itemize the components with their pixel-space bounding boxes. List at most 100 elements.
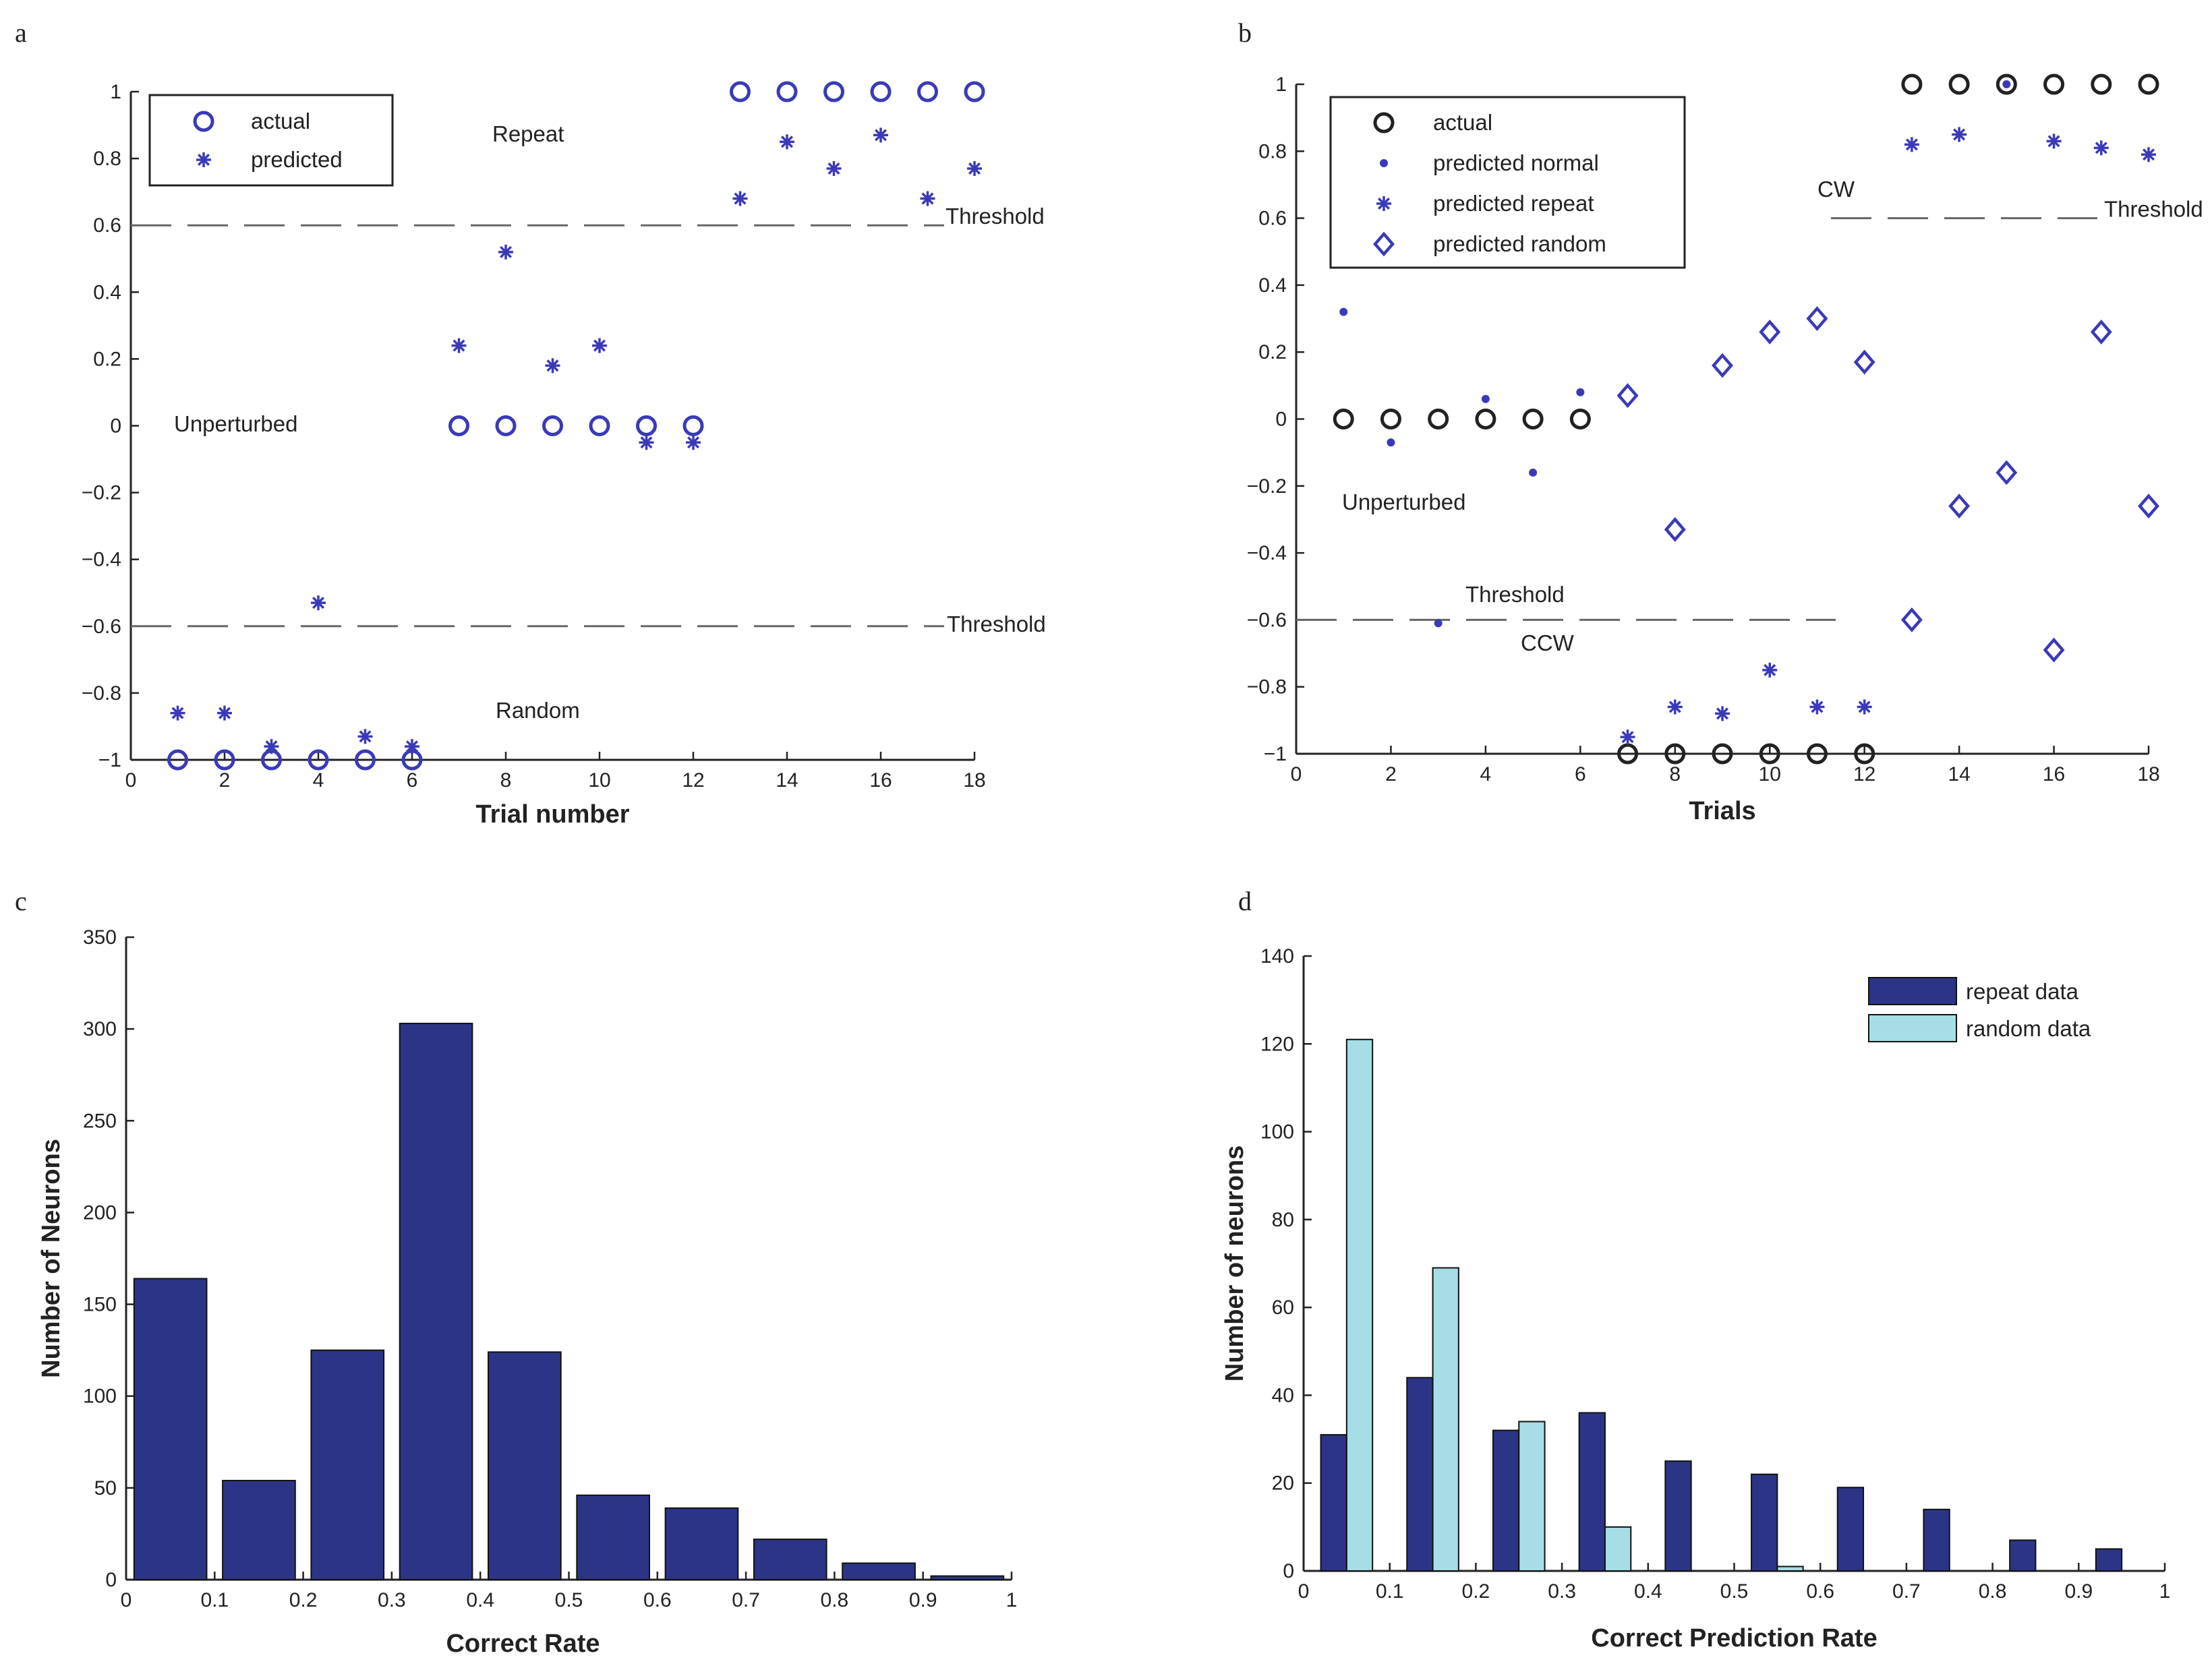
x-tick-label: 0.3 (1548, 1580, 1576, 1603)
legend-marker-predicted-normal (1380, 159, 1388, 167)
x-tick-label: 10 (1759, 763, 1781, 785)
point-predicted-random (2043, 637, 2065, 663)
x-tick-label: 16 (869, 769, 892, 792)
point-actual (776, 81, 798, 102)
x-tick-label: 0 (125, 769, 137, 792)
point-actual (448, 415, 469, 436)
x-tick-label: 0.2 (1462, 1580, 1490, 1603)
panel-label-a: a (15, 18, 27, 48)
point-actual (1522, 409, 1544, 429)
point-actual (917, 81, 938, 102)
y-tick-label: 1 (110, 81, 121, 103)
point-actual (1475, 409, 1496, 429)
y-tick-label: 140 (1260, 945, 1294, 967)
bar (488, 1351, 562, 1580)
x-tick-label: 0.9 (909, 1589, 937, 1611)
threshold-label-lower: Threshold (947, 612, 1046, 636)
bar (664, 1507, 739, 1581)
point-predicted-normal (1529, 468, 1538, 477)
legend-label: predicted normal (1433, 150, 1599, 175)
legend-label: random data (1966, 1016, 2091, 1041)
annotation-unperturbed: Unperturbed (1342, 489, 1465, 514)
point-predicted (498, 244, 513, 260)
y-tick-label: 40 (1272, 1384, 1294, 1406)
x-tick-label: 0.1 (200, 1589, 229, 1611)
bar-random (1432, 1267, 1459, 1572)
legend-marker-predicted-repeat (1376, 196, 1391, 211)
x-tick-label: 0 (1298, 1580, 1310, 1603)
y-tick-label: 0.2 (1258, 341, 1287, 363)
point-predicted-random (1996, 460, 2018, 485)
x-tick-label: 1 (1006, 1589, 1018, 1611)
x-tick-label: 0 (1291, 763, 1302, 785)
point-predicted-repeat (1620, 729, 1635, 745)
x-tick-label: 0.5 (1720, 1580, 1749, 1603)
point-predicted (545, 358, 560, 374)
point-predicted (826, 160, 842, 176)
x-tick-label: 18 (963, 769, 985, 792)
bar-repeat (1836, 1487, 1865, 1572)
y-tick-label: −0.2 (82, 482, 121, 504)
bar (930, 1575, 1005, 1580)
annotation-random: Random (496, 698, 580, 723)
y-tick-label: 350 (83, 926, 117, 949)
legend-box (148, 94, 394, 187)
point-predicted (311, 595, 326, 611)
bar-repeat (2009, 1539, 2037, 1572)
point-predicted-random (1664, 516, 1686, 542)
y-tick-label: −0.6 (82, 616, 121, 638)
panel-label-b: b (1238, 18, 1252, 48)
point-predicted (170, 705, 185, 721)
point-predicted-normal (1339, 307, 1348, 316)
point-predicted (592, 338, 607, 353)
point-predicted-repeat (2141, 147, 2156, 162)
annotation-cw: CW (1817, 177, 1855, 202)
y-tick-label: −0.2 (1247, 475, 1287, 498)
point-predicted (451, 338, 467, 353)
legend-marker-actual (193, 111, 214, 132)
x-tick-label: 8 (500, 769, 512, 792)
bar-repeat (1492, 1429, 1520, 1572)
y-tick-label: 0.8 (1258, 140, 1287, 162)
x-tick-label: 0 (121, 1589, 132, 1611)
y-axis-label: Number of neurons (1221, 1145, 1249, 1381)
y-tick-label: 300 (83, 1018, 117, 1040)
x-tick-label: 16 (2043, 763, 2065, 785)
y-tick-label: 100 (1260, 1121, 1294, 1143)
point-predicted (686, 435, 701, 450)
x-tick-label: 0.7 (1892, 1580, 1921, 1603)
point-actual (1996, 73, 2017, 95)
x-tick-label: 0.6 (643, 1589, 672, 1611)
y-tick-label: 0.6 (93, 214, 121, 237)
point-predicted-random (2090, 319, 2112, 345)
x-tick-label: 0.8 (1979, 1580, 2007, 1603)
x-tick-label: 6 (407, 769, 418, 792)
point-predicted-random (1712, 353, 1733, 378)
point-actual (964, 81, 985, 102)
x-tick-label: 18 (2137, 763, 2159, 785)
x-tick-label: 0.2 (289, 1589, 318, 1611)
point-predicted-random (1617, 383, 1639, 409)
point-actual (589, 415, 610, 436)
point-actual (1617, 743, 1639, 765)
point-predicted-repeat (2046, 133, 2062, 149)
x-tick-label: 12 (1853, 763, 1875, 785)
x-tick-label: 0.7 (732, 1589, 760, 1611)
panel-label-d: d (1238, 886, 1252, 916)
point-actual (2043, 73, 2065, 95)
x-axis-label: Correct Prediction Rate (1591, 1624, 1877, 1652)
point-actual (2138, 73, 2159, 95)
bar-random (1604, 1526, 1632, 1572)
point-actual (1428, 409, 1449, 429)
point-actual (167, 749, 188, 771)
point-actual (1854, 743, 1875, 765)
y-tick-label: 50 (94, 1477, 117, 1499)
point-actual (1333, 409, 1354, 429)
point-predicted (264, 739, 279, 754)
point-predicted-normal (1434, 619, 1443, 628)
legend-marker-predicted-random (1373, 231, 1395, 257)
x-tick-label: 2 (1385, 763, 1397, 785)
bar-repeat (1664, 1460, 1692, 1572)
annotation-ccw: CCW (1521, 630, 1575, 655)
threshold-label-upper: Threshold (945, 204, 1045, 229)
